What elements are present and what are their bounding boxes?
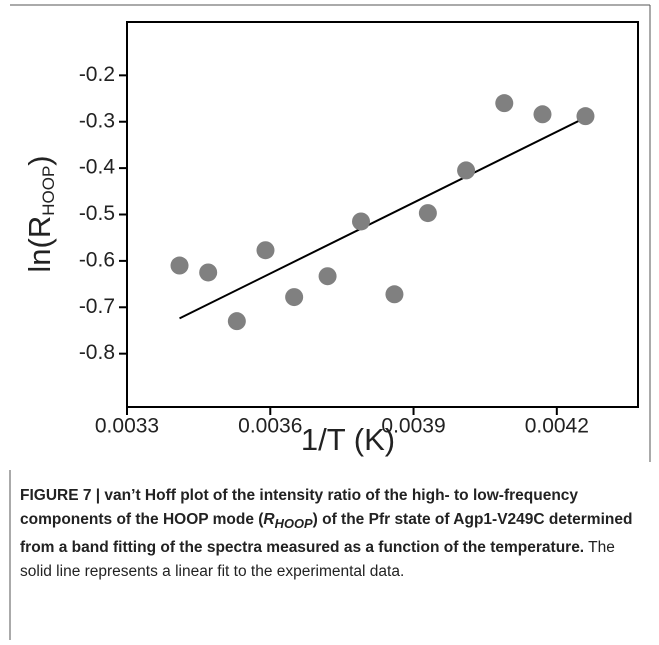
y-tick-label: -0.2 bbox=[79, 63, 115, 86]
fit-line bbox=[179, 116, 586, 320]
scatter-point bbox=[457, 161, 476, 180]
plot-frame bbox=[126, 21, 639, 408]
y-axis-title: ln(RHOOP) bbox=[22, 155, 58, 272]
y-tick-label: -0.3 bbox=[79, 109, 115, 132]
scatter-point bbox=[227, 312, 246, 331]
x-axis-title: 1/T (K) bbox=[301, 422, 395, 457]
y-title-main: ln(R bbox=[22, 216, 57, 273]
caption-text: The solid line represents a linear fit t… bbox=[20, 539, 615, 581]
scatter-point bbox=[318, 267, 337, 286]
scatter-point bbox=[385, 285, 404, 304]
scatter-point bbox=[576, 107, 595, 126]
caption-symbol-sub: HOOP bbox=[274, 516, 313, 532]
scatter-point bbox=[352, 212, 371, 231]
caption-symbol: R bbox=[263, 511, 275, 528]
scatter-point bbox=[199, 263, 218, 282]
scatter-point bbox=[170, 256, 189, 275]
caption-bold-end: ) of the Pfr state of Agp1-V249C determi… bbox=[20, 511, 633, 557]
x-tick-label: 0.0036 bbox=[238, 415, 302, 438]
y-tick-label: -0.7 bbox=[79, 295, 115, 318]
caption: FIGURE 7 | van’t Hoff plot of the intens… bbox=[20, 484, 645, 584]
y-title-end: ) bbox=[22, 155, 57, 165]
scatter-point bbox=[256, 241, 275, 260]
y-tick-label: -0.8 bbox=[79, 341, 115, 364]
y-title-sub: HOOP bbox=[39, 166, 58, 216]
x-tick-label: 0.0039 bbox=[381, 415, 445, 438]
scatter-point bbox=[418, 204, 437, 223]
x-tick-label: 0.0042 bbox=[525, 415, 589, 438]
y-tick-label: -0.5 bbox=[79, 202, 115, 225]
scatter-point bbox=[533, 105, 552, 124]
scatter-point bbox=[285, 288, 304, 307]
caption-bold: FIGURE 7 | van’t Hoff plot of the intens… bbox=[20, 487, 579, 528]
scatter-point bbox=[495, 94, 514, 113]
y-tick-label: -0.6 bbox=[79, 248, 115, 271]
y-tick-label: -0.4 bbox=[79, 156, 116, 179]
x-tick-label: 0.0033 bbox=[95, 415, 159, 438]
